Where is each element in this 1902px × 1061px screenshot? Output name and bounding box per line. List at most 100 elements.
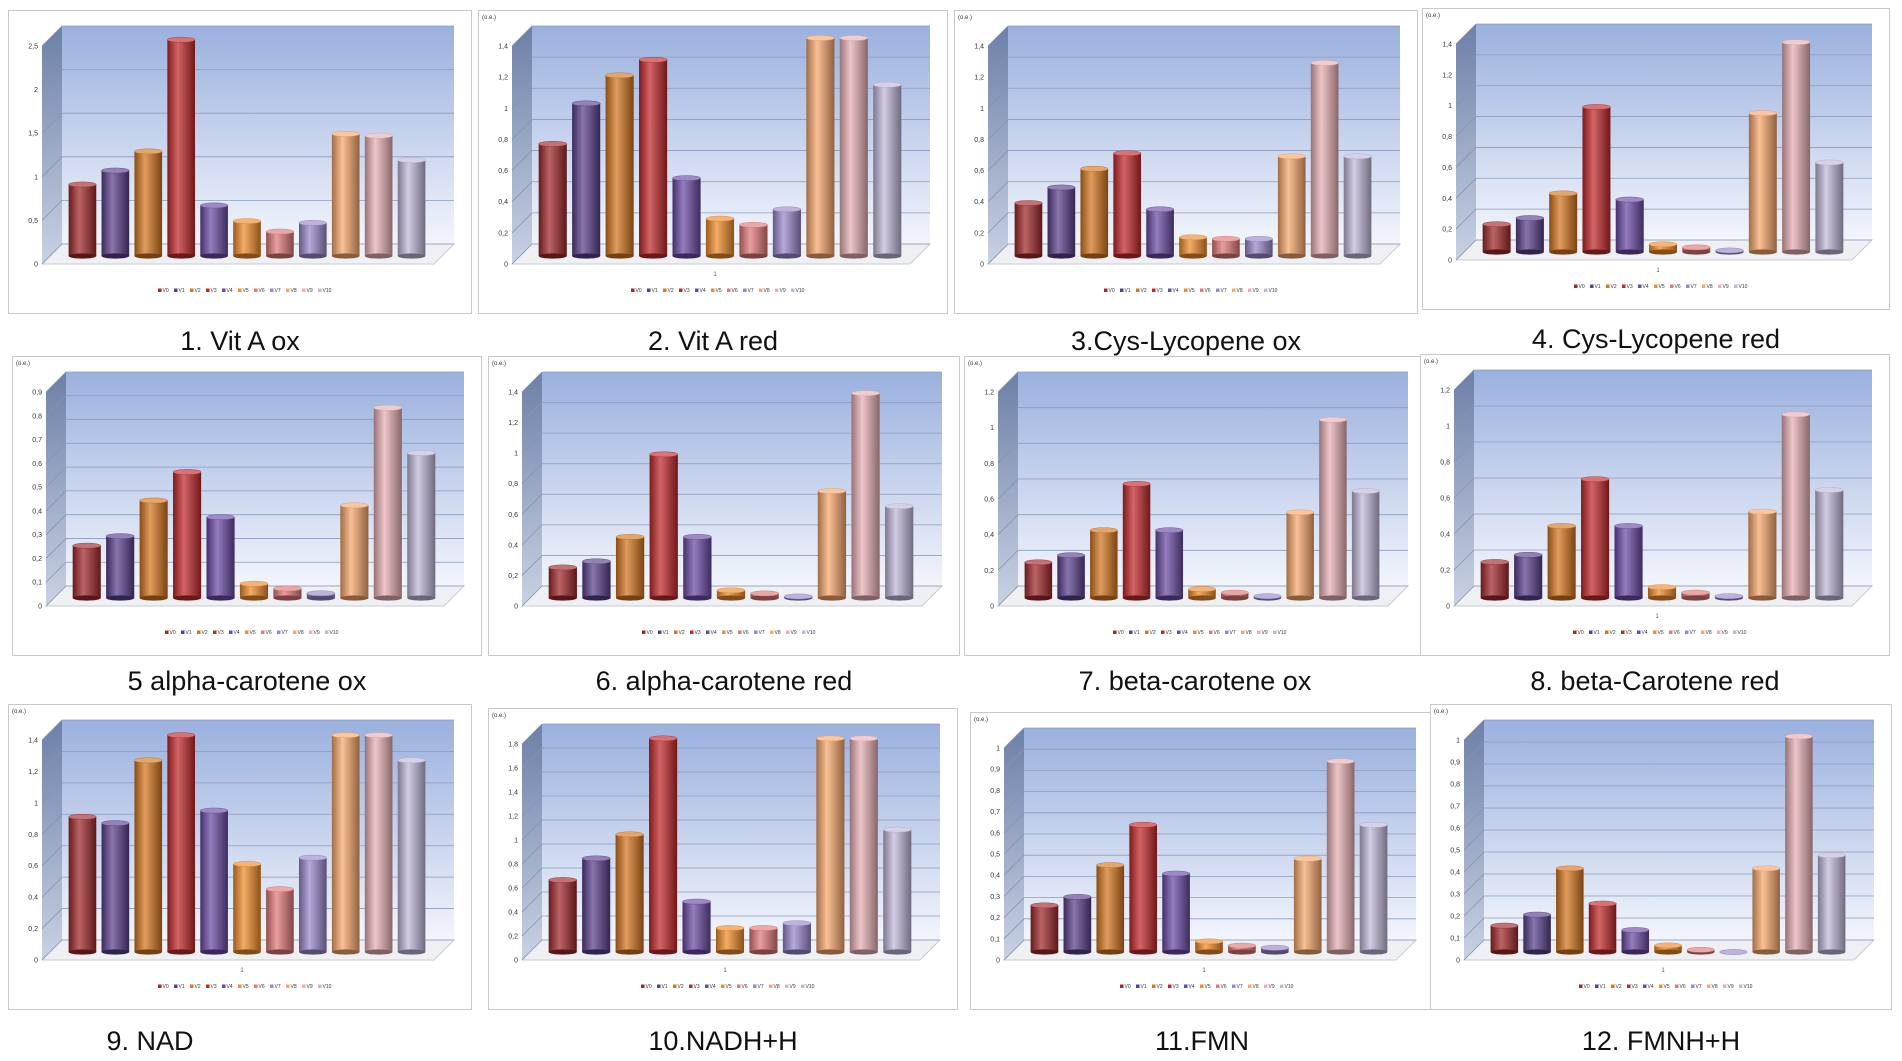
gridline — [45, 419, 67, 440]
y-tick-label: 0,6 — [990, 830, 1000, 837]
bar-v3 — [1122, 481, 1151, 601]
gridline — [521, 402, 543, 423]
legend-label: V7 — [282, 630, 288, 636]
bar-v4 — [683, 534, 712, 601]
legend-label: V6 — [266, 630, 272, 636]
gridline — [997, 550, 1019, 571]
chart-nad: 00,20,40,60,811,21,4(o.e.)1V0 V1 V2 V3 V4 V5 V… — [12, 709, 456, 990]
bar-v6 — [265, 228, 294, 259]
bar-v1 — [1513, 551, 1543, 601]
legend-label: V2 — [1157, 984, 1163, 990]
bar-v3 — [1113, 150, 1142, 259]
y-tick-label: 1 — [514, 451, 518, 458]
legend-label: V5 — [727, 630, 733, 636]
bar-v8 — [1277, 153, 1306, 259]
unit-label: (o.e.) — [16, 361, 30, 367]
y-tick-label: 0 — [1448, 258, 1452, 265]
legend-label: V4 — [227, 288, 233, 294]
y-tick-label: 0,2 — [1450, 914, 1460, 921]
legend-label: V2 — [679, 630, 685, 636]
chart-vit-a-ox: 0 0,5 1 1,5 2 2,5 V0 V1 V2 V3 V4 V5 V6 V7 V8 V9 V10 — [28, 25, 456, 294]
gridline — [45, 585, 67, 607]
legend-label: V3 — [1627, 284, 1633, 290]
gridline — [997, 478, 1019, 500]
bar-v6 — [1686, 946, 1715, 955]
y-tick-label: 0,2 — [508, 573, 518, 580]
y-tick-label: 0,2 — [32, 556, 42, 563]
gridline — [1453, 477, 1475, 499]
gridline — [1003, 939, 1025, 961]
legend-swatch — [791, 288, 795, 292]
legend-swatch — [769, 984, 773, 988]
y-tick-label: 0,6 — [508, 886, 518, 893]
legend-label: V9 — [1269, 984, 1275, 990]
gridline — [521, 555, 543, 576]
chart-caption: 2. Vit A red — [647, 326, 779, 356]
unit-label: (o.e.) — [1424, 359, 1438, 365]
legend-label: V0 — [1118, 630, 1124, 636]
bar-v10 — [1343, 153, 1372, 259]
bar-v7 — [783, 593, 813, 601]
legend-label: V1 — [179, 984, 185, 990]
legend-label: V7 — [275, 984, 281, 990]
y-tick-label: 0,9 — [990, 767, 1000, 774]
bar-v0 — [548, 564, 578, 601]
gridline — [1003, 748, 1025, 770]
legend-label: V7 — [758, 984, 764, 990]
bar-v7 — [1715, 247, 1744, 255]
legend-label: V7 — [1221, 288, 1227, 294]
bar-v0 — [1014, 200, 1043, 259]
bar-v1 — [571, 100, 601, 259]
chart-caption: 10.NADH+H — [648, 1026, 798, 1056]
legend-label: V10 — [330, 630, 339, 636]
legend-label: V4 — [1189, 984, 1195, 990]
legend: V0 V1 V2 V3 V4 V5 V6 V7 V8 V9 V10 — [1113, 630, 1287, 636]
y-tick-label: 0,2 — [498, 230, 508, 237]
bar-v9 — [1318, 416, 1347, 601]
bar-v3 — [1582, 104, 1611, 255]
bar-v8 — [1752, 865, 1781, 955]
legend-swatch — [657, 984, 661, 988]
gridline — [1463, 873, 1485, 895]
y-tick-label: 0,4 — [974, 199, 984, 206]
y-tick-label: 0,9 — [1450, 760, 1460, 767]
legend-swatch — [1136, 288, 1140, 292]
gridline — [987, 181, 1009, 202]
chart-caption: 1. Vit A ox — [180, 326, 300, 356]
bar-v0 — [538, 141, 567, 259]
y-tick-label: 0,2 — [984, 568, 994, 575]
legend-swatch — [165, 630, 169, 634]
legend-label: V9 — [1253, 288, 1259, 294]
bar-v9 — [364, 132, 393, 259]
bar-v10 — [407, 450, 436, 601]
legend-swatch — [775, 288, 779, 292]
gridline — [1003, 897, 1025, 918]
legend-swatch — [1579, 984, 1583, 988]
y-tick-label: 0 — [504, 262, 508, 269]
legend-swatch — [753, 984, 757, 988]
gridline — [521, 819, 543, 841]
legend-label: V3 — [211, 288, 217, 294]
legend-swatch — [1177, 630, 1181, 634]
legend-label: V6 — [1214, 630, 1220, 636]
bar-v1 — [1047, 184, 1076, 259]
y-tick-label: 1,2 — [508, 814, 518, 821]
legend-label: V10 — [1744, 984, 1753, 990]
gridline — [1003, 876, 1025, 897]
y-tick-label: 0,2 — [1442, 227, 1452, 234]
legend-label: V3 — [694, 984, 700, 990]
legend-label: V0 — [646, 984, 652, 990]
unit-label: (o.e.) — [968, 361, 982, 367]
bar-v6 — [1220, 589, 1249, 601]
legend-swatch — [786, 630, 790, 634]
gridline — [45, 490, 67, 512]
bar-v8 — [1748, 508, 1777, 601]
gridline — [1003, 918, 1025, 940]
legend-label: V3 — [218, 630, 224, 636]
legend-label: V0 — [1584, 984, 1590, 990]
legend-label: V9 — [1262, 630, 1268, 636]
legend-label: V0 — [170, 630, 176, 636]
side-wall — [46, 372, 66, 606]
legend-label: V4 — [1642, 630, 1648, 636]
gridline — [1463, 895, 1485, 917]
